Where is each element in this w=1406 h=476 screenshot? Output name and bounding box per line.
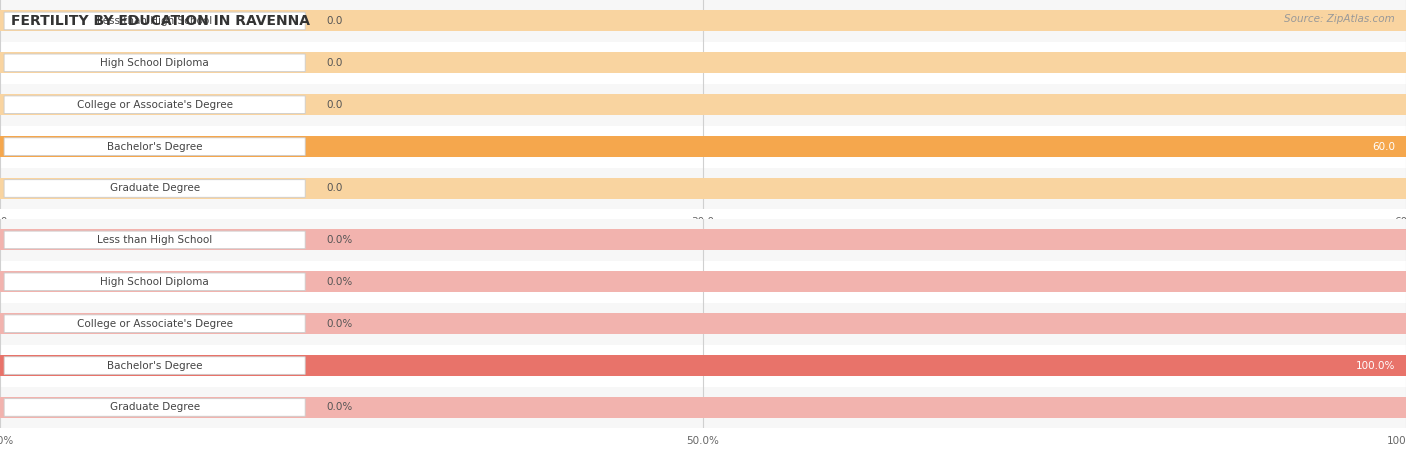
Text: Less than High School: Less than High School xyxy=(97,16,212,26)
Text: Less than High School: Less than High School xyxy=(97,235,212,245)
Bar xyxy=(0,303,1406,345)
Bar xyxy=(0,84,1406,126)
Bar xyxy=(0,313,1406,334)
Text: 0.0%: 0.0% xyxy=(326,402,353,413)
Text: Graduate Degree: Graduate Degree xyxy=(110,402,200,413)
FancyBboxPatch shape xyxy=(4,315,305,332)
FancyBboxPatch shape xyxy=(4,12,305,30)
Text: High School Diploma: High School Diploma xyxy=(100,58,209,68)
Text: Bachelor's Degree: Bachelor's Degree xyxy=(107,141,202,152)
Bar xyxy=(0,229,1406,250)
Text: Graduate Degree: Graduate Degree xyxy=(110,183,200,194)
Text: 0.0: 0.0 xyxy=(326,58,343,68)
Text: 0.0: 0.0 xyxy=(326,16,343,26)
FancyBboxPatch shape xyxy=(4,399,305,416)
Bar xyxy=(0,178,1406,199)
FancyBboxPatch shape xyxy=(4,54,305,71)
Bar xyxy=(0,271,1406,292)
Text: 0.0: 0.0 xyxy=(326,183,343,194)
FancyBboxPatch shape xyxy=(4,357,305,374)
Bar xyxy=(0,0,1406,42)
Bar xyxy=(0,355,1406,376)
Text: 0.0%: 0.0% xyxy=(326,235,353,245)
Bar xyxy=(0,345,1406,387)
Bar xyxy=(0,355,1406,376)
Text: 0.0: 0.0 xyxy=(326,99,343,110)
Text: 60.0: 60.0 xyxy=(1372,141,1395,152)
Bar xyxy=(0,261,1406,303)
Bar xyxy=(0,387,1406,428)
Bar xyxy=(0,136,1406,157)
Bar xyxy=(0,10,1406,31)
Text: College or Associate's Degree: College or Associate's Degree xyxy=(77,318,232,329)
Text: High School Diploma: High School Diploma xyxy=(100,277,209,287)
Text: Source: ZipAtlas.com: Source: ZipAtlas.com xyxy=(1284,14,1395,24)
Bar xyxy=(0,52,1406,73)
FancyBboxPatch shape xyxy=(4,180,305,197)
FancyBboxPatch shape xyxy=(4,138,305,155)
Bar xyxy=(0,168,1406,209)
Text: 100.0%: 100.0% xyxy=(1355,360,1395,371)
Bar xyxy=(0,136,1406,157)
FancyBboxPatch shape xyxy=(4,231,305,248)
FancyBboxPatch shape xyxy=(4,96,305,113)
Bar xyxy=(0,126,1406,168)
Bar xyxy=(0,397,1406,418)
Text: Bachelor's Degree: Bachelor's Degree xyxy=(107,360,202,371)
FancyBboxPatch shape xyxy=(4,273,305,290)
Text: FERTILITY BY EDUCATION IN RAVENNA: FERTILITY BY EDUCATION IN RAVENNA xyxy=(11,14,311,28)
Bar xyxy=(0,42,1406,84)
Text: 0.0%: 0.0% xyxy=(326,318,353,329)
Text: College or Associate's Degree: College or Associate's Degree xyxy=(77,99,232,110)
Bar xyxy=(0,219,1406,261)
Bar xyxy=(0,94,1406,115)
Text: 0.0%: 0.0% xyxy=(326,277,353,287)
